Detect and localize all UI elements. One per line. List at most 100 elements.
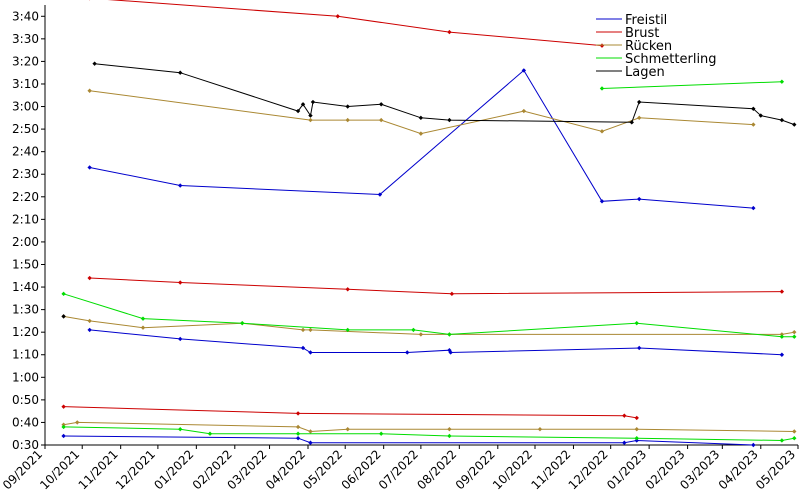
series-point (751, 122, 756, 127)
legend-label: Lagen (625, 65, 665, 80)
series-point (61, 424, 66, 430)
series-point (758, 113, 763, 118)
series-point (448, 350, 453, 355)
series-point (751, 442, 756, 448)
series-point (599, 43, 605, 48)
x-tick-label: 05/2022 (300, 447, 345, 492)
series-point (178, 336, 183, 342)
y-tick-label: 3:40 (12, 9, 39, 23)
series-point (310, 99, 316, 105)
series-point (61, 404, 66, 409)
y-tick-label: 2:40 (12, 145, 39, 159)
series-point (779, 79, 785, 84)
series-point (300, 345, 306, 351)
y-tick-label: 2:30 (12, 167, 39, 181)
series-line (601, 81, 782, 89)
series-point (792, 436, 797, 441)
x-tick-label: 07/2022 (376, 447, 421, 492)
y-tick-label: 3:20 (12, 54, 39, 68)
series-line (63, 406, 637, 419)
x-tick-label: 11/2021 (76, 447, 121, 492)
series-point (308, 113, 313, 118)
y-axis: 0:30 0:40 0:50 1:00 1:10 1:20 1:30 1:40 1:50 2:00… (12, 9, 45, 452)
y-tick-label: 1:30 (12, 303, 39, 317)
y-tick-label: 2:20 (12, 190, 39, 204)
series-point (300, 327, 306, 333)
series-point (178, 427, 183, 432)
series-point (779, 352, 785, 357)
series-point (87, 88, 92, 93)
series-point (447, 332, 452, 337)
series-point (792, 122, 797, 127)
x-tick-label: 04/2022 (263, 447, 308, 492)
series-point (345, 104, 350, 109)
series-point (751, 205, 756, 211)
series-point (61, 291, 66, 297)
series-point (378, 117, 384, 123)
series-point (637, 196, 642, 202)
series-point (295, 108, 301, 114)
series-point (751, 106, 756, 111)
y-tick-label: 2:00 (12, 235, 39, 249)
series-point (634, 427, 639, 432)
y-tick-label: 1:00 (12, 370, 39, 384)
x-axis: 09/202110/202111/202112/202101/202202/20… (0, 445, 799, 492)
plot-area (44, 5, 798, 446)
x-tick-label: 09/2022 (453, 447, 498, 492)
series-point (792, 429, 797, 434)
series-point (637, 115, 642, 121)
series-point (405, 350, 410, 355)
series-line (63, 293, 795, 338)
y-tick-label: 2:10 (12, 212, 39, 226)
series-point (634, 436, 639, 441)
series-point (61, 314, 66, 319)
series-point (87, 318, 92, 324)
y-tick-label: 1:10 (12, 348, 39, 362)
series-line (107, 0, 603, 47)
series-point (779, 117, 785, 123)
series-point (447, 117, 452, 123)
y-tick-label: 3:00 (12, 100, 39, 114)
series-point (411, 327, 416, 333)
x-tick-label: 11/2022 (528, 447, 573, 492)
series-point (418, 131, 424, 136)
series-point (92, 61, 97, 66)
series-point (447, 29, 452, 35)
x-tick-label: 12/2022 (566, 447, 611, 492)
legend-label: Schmetterling (625, 52, 717, 67)
series-line (89, 329, 782, 356)
series-point (207, 431, 213, 436)
y-tick-label: 1:40 (12, 280, 39, 294)
series-point (140, 316, 146, 321)
series-point (418, 115, 424, 121)
series-point (779, 289, 785, 294)
series-point (345, 327, 350, 333)
series-point (378, 431, 384, 436)
series-point (521, 68, 527, 73)
series-point (335, 14, 340, 19)
legend-label: Rücken (625, 39, 672, 54)
series-point (61, 422, 66, 427)
series-point (622, 440, 627, 445)
series-point (308, 429, 313, 434)
y-tick-label: 1:50 (12, 257, 39, 271)
series-point (447, 433, 452, 439)
series-line (94, 63, 795, 126)
series-point (87, 275, 92, 281)
x-tick-label: 08/2022 (414, 447, 459, 492)
series-point (295, 424, 301, 430)
y-tick-label: 1:20 (12, 325, 39, 339)
y-tick-label: 2:50 (12, 122, 39, 136)
series-point (779, 334, 785, 339)
series-line (89, 277, 782, 295)
series-point (87, 327, 92, 333)
series-point (61, 433, 66, 439)
x-tick-label: 10/2022 (490, 447, 535, 492)
series-point (779, 438, 785, 443)
x-tick-label: 01/2022 (151, 447, 196, 492)
series-point (308, 350, 313, 355)
x-tick-label: 09/2021 (0, 447, 45, 492)
y-tick-label: 0:50 (12, 393, 39, 407)
series-point (300, 102, 306, 107)
